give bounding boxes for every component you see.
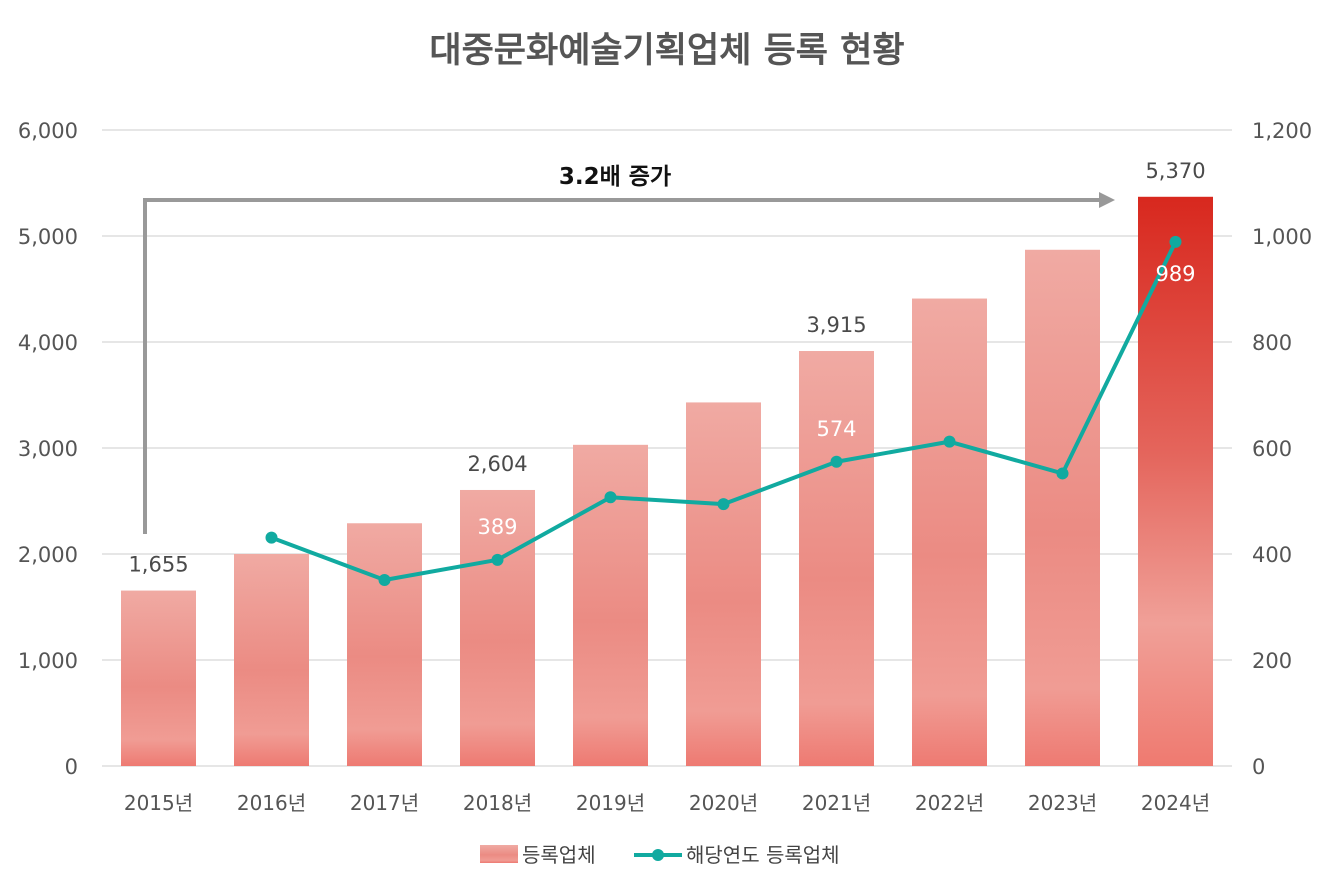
- right-tick-label: 800: [1252, 331, 1292, 355]
- bar: [686, 402, 761, 766]
- line-point: [1056, 467, 1069, 480]
- line-value-label: 389: [477, 515, 517, 539]
- right-tick-label: 0: [1252, 755, 1265, 779]
- left-axis: 0 1,000 2,000 3,000 4,000 5,000 6,000: [18, 119, 78, 779]
- line-point: [943, 435, 956, 448]
- x-tick-label: 2020년: [689, 791, 758, 815]
- bar-series: [121, 196, 1213, 766]
- line-point: [717, 498, 730, 511]
- line-point: [604, 491, 617, 504]
- right-tick-label: 200: [1252, 649, 1292, 673]
- bar: [460, 489, 535, 766]
- bar-value-label: 5,370: [1145, 159, 1205, 183]
- right-tick-label: 600: [1252, 437, 1292, 461]
- line-series: [265, 235, 1182, 586]
- bar: [912, 298, 987, 766]
- left-tick-label: 6,000: [18, 119, 78, 143]
- left-tick-label: 4,000: [18, 331, 78, 355]
- left-tick-label: 1,000: [18, 649, 78, 673]
- left-tick-label: 0: [65, 755, 78, 779]
- legend-bar-label: 등록업체: [522, 843, 596, 867]
- right-axis: 0 200 400 600 800 1,000 1,200: [1252, 119, 1312, 779]
- annotation-label: 3.2배 증가: [559, 164, 671, 190]
- x-tick-label: 2024년: [1141, 791, 1210, 815]
- legend-line-marker: [652, 849, 664, 861]
- right-tick-label: 1,200: [1252, 119, 1312, 143]
- bar: [347, 523, 422, 766]
- right-tick-label: 1,000: [1252, 225, 1312, 249]
- right-tick-label: 400: [1252, 543, 1292, 567]
- bar-value-label: 3,915: [806, 313, 866, 337]
- left-tick-label: 2,000: [18, 543, 78, 567]
- x-tick-label: 2016년: [237, 791, 306, 815]
- bar: [121, 590, 196, 766]
- x-tick-label: 2018년: [463, 791, 532, 815]
- annotation-group: 3.2배 증가: [143, 164, 1115, 534]
- x-tick-label: 2017년: [350, 791, 419, 815]
- annotation-arrow: [143, 198, 1101, 534]
- arrow-head: [1099, 192, 1115, 208]
- x-tick-label: 2019년: [576, 791, 645, 815]
- bar: [234, 554, 309, 766]
- x-tick-label: 2021년: [802, 791, 871, 815]
- x-tick-label: 2022년: [915, 791, 984, 815]
- bar: [799, 351, 874, 766]
- left-tick-label: 3,000: [18, 437, 78, 461]
- bar-value-label: 1,655: [128, 553, 188, 577]
- line-value-label: 574: [816, 417, 856, 441]
- chart-title: 대중문화예술기획업체 등록 현황: [429, 31, 904, 71]
- x-tick-label: 2015년: [124, 791, 193, 815]
- x-tick-label: 2023년: [1028, 791, 1097, 815]
- data-labels: 1,655 2,604 3,915 5,370 389 574 989: [128, 159, 1205, 577]
- line-point: [1169, 235, 1182, 248]
- left-tick-label: 5,000: [18, 225, 78, 249]
- line-point: [830, 455, 843, 468]
- legend: 등록업체 해당연도 등록업체: [480, 843, 840, 867]
- bar: [1025, 249, 1100, 766]
- line-point: [378, 573, 391, 586]
- line-value-label: 989: [1155, 262, 1195, 286]
- legend-line-label: 해당연도 등록업체: [686, 843, 840, 867]
- line-point: [491, 553, 504, 566]
- line-point: [265, 531, 278, 544]
- legend-bar-swatch: [480, 845, 518, 863]
- x-axis: 2015년 2016년 2017년 2018년 2019년 2020년 2021년 2022년…: [124, 791, 1210, 815]
- bar-value-label: 2,604: [467, 452, 527, 476]
